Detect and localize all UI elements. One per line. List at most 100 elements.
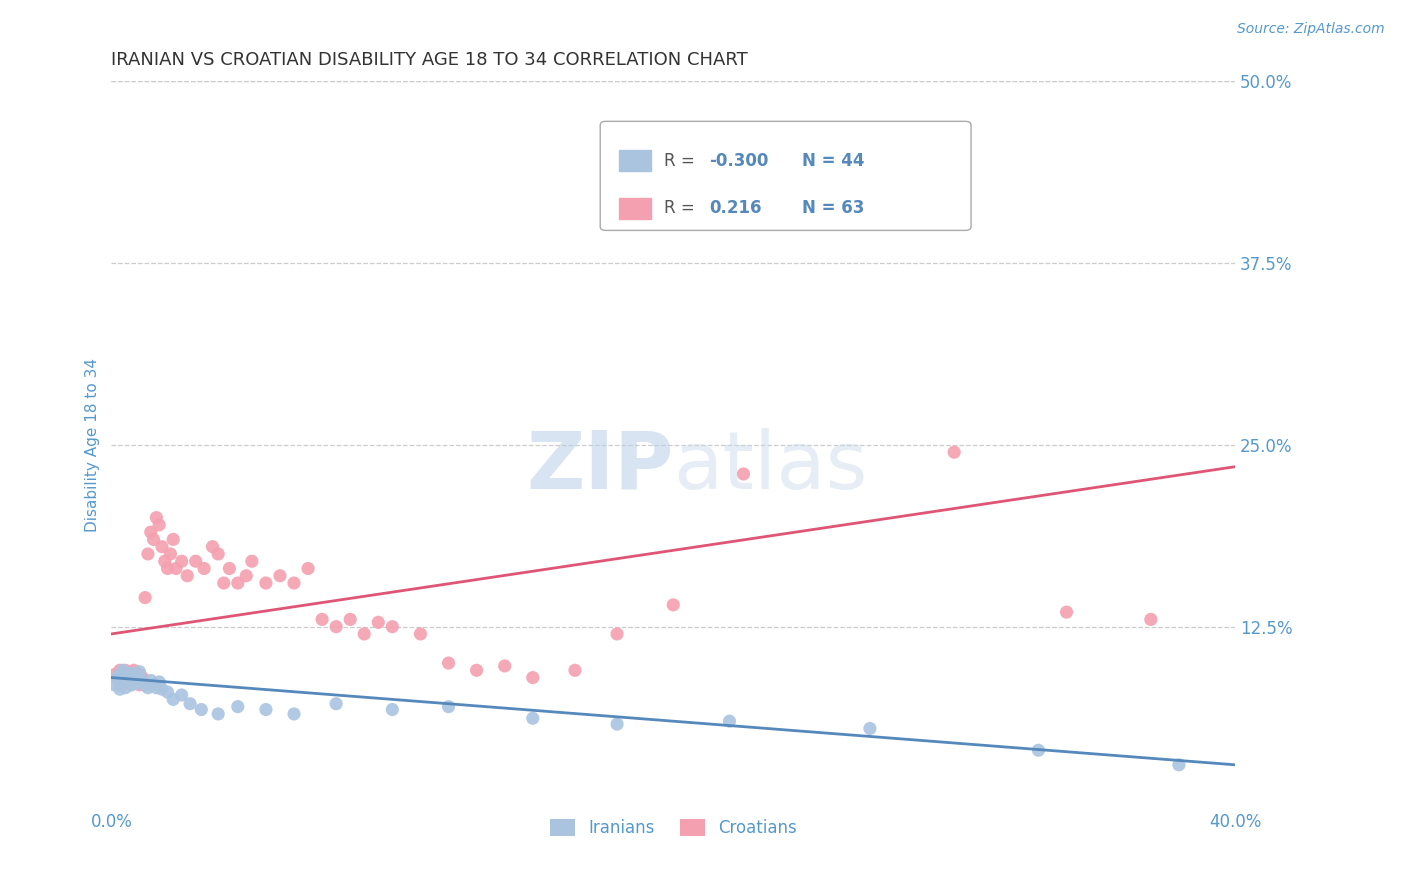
FancyBboxPatch shape: [600, 121, 972, 230]
Point: [184, 554, 207, 568]
Point: [165, 561, 187, 575]
Legend: Iranians, Croatians: Iranians, Croatians: [543, 813, 803, 844]
Point: [134, 591, 156, 605]
Point: [207, 547, 229, 561]
Point: [156, 685, 179, 699]
Point: [662, 598, 685, 612]
Point: [254, 576, 277, 591]
Point: [111, 663, 134, 677]
Point: [193, 561, 215, 575]
Point: [159, 547, 181, 561]
Point: [122, 663, 145, 677]
Point: [409, 627, 432, 641]
Point: [142, 678, 165, 692]
Point: [522, 711, 544, 725]
Point: [111, 673, 134, 688]
Point: [226, 576, 249, 591]
Point: [325, 620, 347, 634]
Point: [170, 554, 193, 568]
Point: [465, 663, 488, 677]
Point: [381, 702, 404, 716]
Point: [859, 722, 882, 736]
Point: [162, 692, 184, 706]
Point: [122, 671, 145, 685]
Point: [269, 568, 291, 582]
Point: [283, 576, 305, 591]
Text: 0.216: 0.216: [709, 200, 762, 218]
Point: [108, 678, 131, 692]
Point: [1056, 605, 1078, 619]
Point: [831, 191, 853, 205]
Point: [142, 533, 165, 547]
Point: [114, 671, 136, 685]
Text: N = 63: N = 63: [803, 200, 865, 218]
Point: [117, 667, 139, 681]
Point: [325, 697, 347, 711]
Point: [128, 678, 150, 692]
Text: atlas: atlas: [673, 427, 868, 506]
Point: [148, 674, 170, 689]
Text: ZIP: ZIP: [526, 427, 673, 506]
Point: [128, 673, 150, 688]
Point: [148, 517, 170, 532]
Point: [153, 554, 176, 568]
Point: [254, 702, 277, 716]
Point: [136, 547, 159, 561]
Point: [207, 706, 229, 721]
Point: [122, 669, 145, 683]
Point: [117, 673, 139, 688]
Point: [283, 706, 305, 721]
Point: [943, 445, 966, 459]
Point: [176, 568, 198, 582]
Point: [606, 717, 628, 731]
Point: [150, 540, 173, 554]
Point: [114, 681, 136, 695]
Point: [1028, 743, 1050, 757]
Point: [235, 568, 257, 582]
Text: R =: R =: [664, 152, 700, 169]
Point: [120, 666, 142, 681]
Point: [150, 682, 173, 697]
Point: [122, 674, 145, 689]
Point: [494, 659, 516, 673]
Point: [136, 681, 159, 695]
Point: [240, 554, 263, 568]
Point: [718, 714, 741, 729]
Point: [128, 667, 150, 681]
Point: [131, 674, 153, 689]
Point: [125, 673, 148, 688]
Point: [156, 561, 179, 575]
Point: [353, 627, 375, 641]
Point: [120, 678, 142, 692]
Point: [1140, 612, 1163, 626]
Point: [145, 510, 167, 524]
Point: [564, 663, 586, 677]
Point: [103, 667, 125, 681]
Point: [128, 665, 150, 679]
Point: [145, 681, 167, 695]
Text: -0.300: -0.300: [709, 152, 769, 169]
Point: [139, 525, 162, 540]
Point: [170, 688, 193, 702]
Point: [226, 699, 249, 714]
Point: [114, 671, 136, 685]
Point: [190, 702, 212, 716]
Point: [381, 620, 404, 634]
Point: [120, 678, 142, 692]
Point: [522, 671, 544, 685]
Point: [311, 612, 333, 626]
Point: [108, 682, 131, 697]
Point: [103, 678, 125, 692]
Point: [139, 673, 162, 688]
Bar: [619, 198, 651, 219]
Point: [105, 671, 128, 685]
Text: Source: ZipAtlas.com: Source: ZipAtlas.com: [1237, 22, 1385, 37]
Point: [114, 663, 136, 677]
Bar: [619, 151, 651, 170]
Point: [108, 667, 131, 681]
Text: N = 44: N = 44: [803, 152, 865, 169]
Point: [111, 673, 134, 688]
Point: [125, 676, 148, 690]
Y-axis label: Disability Age 18 to 34: Disability Age 18 to 34: [86, 358, 100, 532]
Point: [1167, 757, 1189, 772]
